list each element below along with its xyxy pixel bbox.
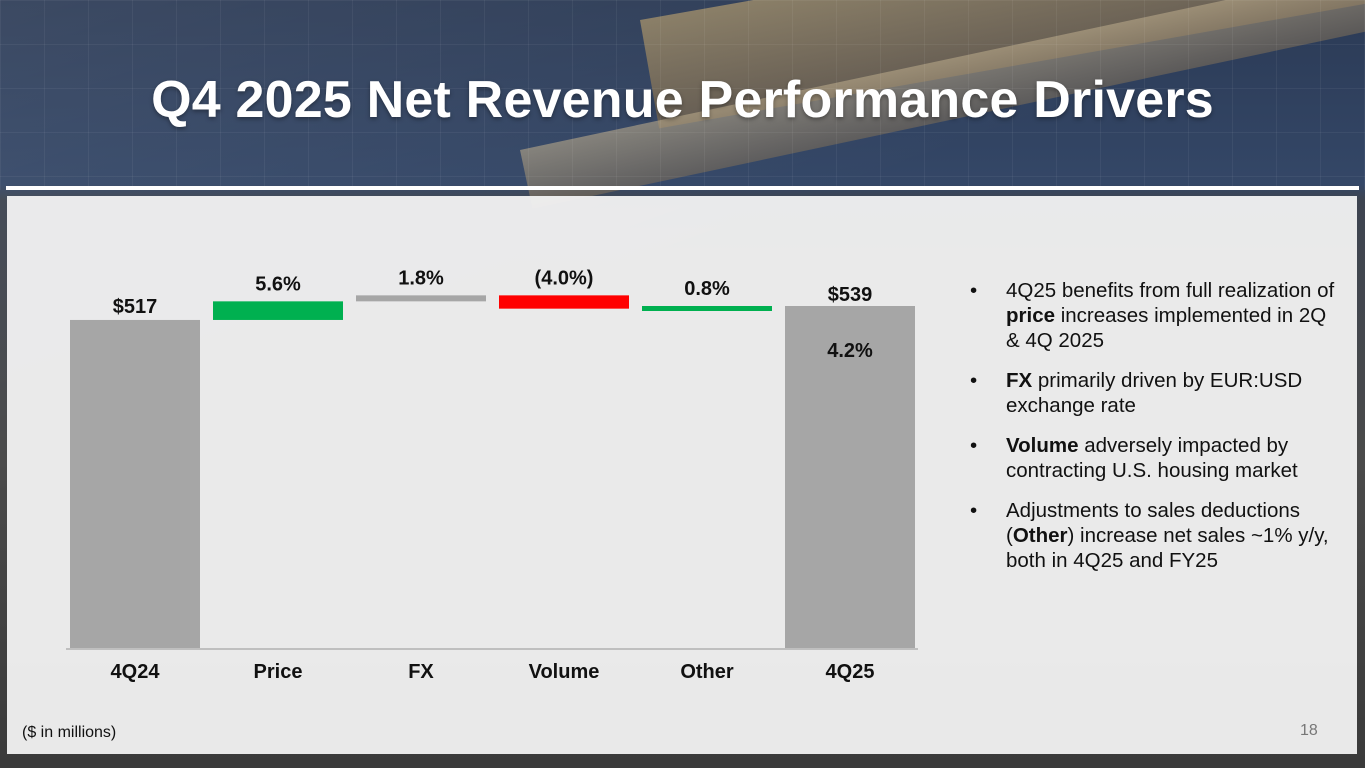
bullet-dot: • xyxy=(970,279,978,302)
bullet-text: primarily driven by EUR:USD exchange rat… xyxy=(1006,369,1303,417)
bullet-keyword: price xyxy=(1006,304,1055,327)
bar-step-fx xyxy=(356,295,486,302)
x-tick-label-4q25: 4Q25 xyxy=(826,661,875,683)
bullet-dot: • xyxy=(970,434,978,457)
bar-step-price xyxy=(213,301,343,320)
bullet-keyword: Volume xyxy=(1006,434,1079,457)
bullet-list: • 4Q25 benefits from full realization of … xyxy=(970,278,1340,588)
background-grid xyxy=(0,0,1365,190)
data-label-price: 5.6% xyxy=(255,273,301,295)
page-number: 18 xyxy=(1300,722,1318,739)
x-tick-label-fx: FX xyxy=(408,661,434,683)
units-note: ($ in millions) xyxy=(22,724,117,741)
data-label-end: $539 xyxy=(828,284,873,306)
bar-start-4q24 xyxy=(70,319,200,648)
bullet-item: • FX primarily driven by EUR:USD exchange… xyxy=(970,368,1340,418)
bullet-text: 4Q25 benefits from full realization of xyxy=(1006,279,1335,302)
bullet-keyword: Other xyxy=(1012,524,1068,547)
slide-title: Q4 2025 Net Revenue Performance Drivers xyxy=(151,71,1214,129)
bullet-text: Adjustments to sales deductions ( xyxy=(1006,499,1300,547)
bullet-text: adversely impacted by contracting U.S. h… xyxy=(1006,434,1298,482)
bullet-item: • Volume adversely impacted by contractin… xyxy=(970,433,1340,483)
x-tick-label-price: Price xyxy=(254,661,303,683)
x-tick-label-volume: Volume xyxy=(529,661,600,683)
bar-step-volume xyxy=(499,295,629,309)
content-panel xyxy=(7,196,1357,754)
data-label-other: 0.8% xyxy=(684,278,730,300)
x-tick-label-other: Other xyxy=(680,661,734,683)
bullet-text: ) increase net sales ~1% y/y, both in 4Q… xyxy=(1006,524,1329,572)
bar-step-other xyxy=(642,306,772,311)
data-label-fx: 1.8% xyxy=(398,267,444,289)
bullet-dot: • xyxy=(970,369,978,392)
growth-label-end: 4.2% xyxy=(827,340,873,362)
bullet-keyword: FX xyxy=(1006,369,1033,392)
data-label-volume: (4.0%) xyxy=(535,267,594,289)
data-label-start: $517 xyxy=(113,296,158,318)
bullet-text: increases implemented in 2Q & 4Q 2025 xyxy=(1006,304,1327,352)
bullet-item: • Adjustments to sales deductions (Other)… xyxy=(970,498,1340,573)
bar-end-4q25 xyxy=(785,306,915,648)
x-tick-label-4q24: 4Q24 xyxy=(111,661,161,683)
title-band xyxy=(6,8,1359,190)
bullet-item: • 4Q25 benefits from full realization of … xyxy=(970,278,1340,353)
bullet-dot: • xyxy=(970,499,978,522)
